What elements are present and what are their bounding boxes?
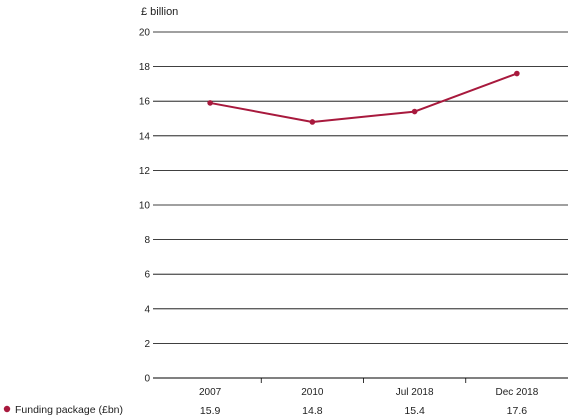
gridlines (153, 31, 568, 379)
y-tick-label: 10 (139, 201, 151, 212)
legend-label: Funding package (£bn) (15, 404, 123, 416)
data-point (207, 100, 213, 106)
data-point (309, 119, 316, 125)
x-tick-label: 2010 (301, 387, 324, 398)
x-tick-label: Jul 2018 (396, 387, 434, 398)
y-tick-label: 8 (144, 235, 150, 246)
y-tick-label: 6 (144, 270, 150, 281)
y-axis-ticks: 0 2 4 6 8 10 12 14 16 18 20 (139, 28, 151, 385)
data-value-label: 17.6 (507, 405, 528, 417)
y-tick-label: 14 (139, 131, 151, 142)
y-tick-label: 16 (139, 97, 151, 108)
y-tick-label: 0 (144, 374, 150, 385)
y-tick-label: 4 (144, 304, 150, 315)
x-tick-label: 2007 (199, 387, 222, 398)
y-axis-unit-label: £ billion (141, 6, 178, 18)
x-tick-label: Dec 2018 (495, 387, 538, 398)
data-point (411, 108, 418, 115)
y-tick-label: 2 (144, 339, 150, 350)
legend: Funding package (£bn) (3, 404, 123, 416)
legend-marker (3, 405, 11, 413)
y-tick-label: 18 (139, 62, 151, 73)
y-tick-label: 12 (139, 166, 151, 177)
data-value-label: 15.9 (200, 405, 221, 417)
data-point (514, 70, 520, 77)
series-funding-package (207, 70, 520, 125)
x-axis-ticks: 2007 2010 Jul 2018 Dec 2018 (199, 378, 539, 398)
data-value-row: 15.9 14.8 15.4 17.6 (200, 405, 527, 417)
data-value-label: 15.4 (404, 405, 425, 417)
data-value-label: 14.8 (302, 405, 323, 417)
y-tick-label: 20 (139, 28, 151, 39)
series-line (209, 72, 518, 123)
